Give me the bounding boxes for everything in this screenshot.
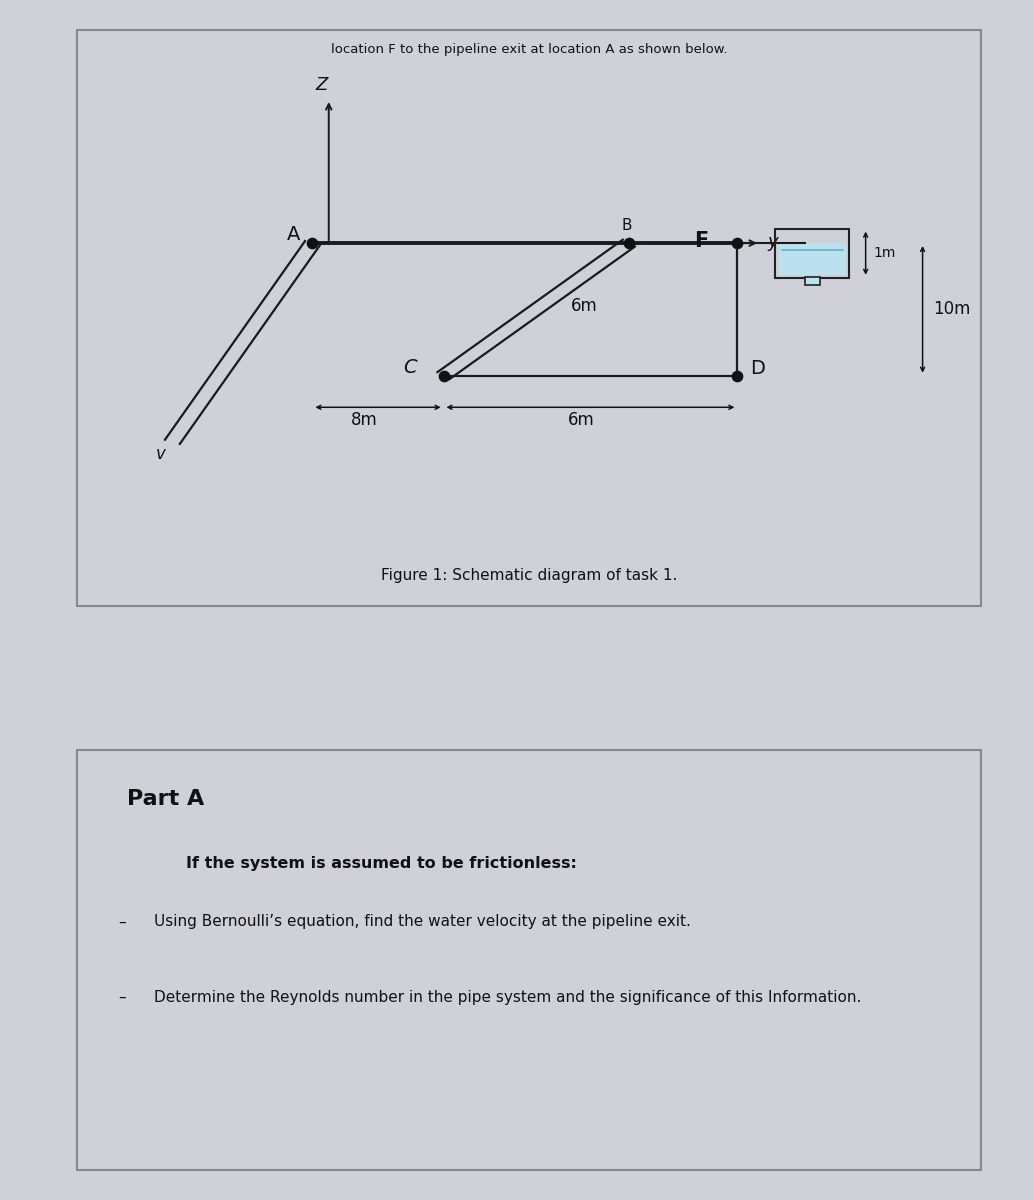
- Text: B: B: [622, 218, 632, 234]
- Point: [304, 234, 320, 253]
- Text: –: –: [118, 990, 126, 1006]
- Text: Determine the Reynolds number in the pipe system and the significance of this In: Determine the Reynolds number in the pip…: [154, 990, 862, 1006]
- Text: 6m: 6m: [570, 298, 597, 316]
- Text: y: y: [768, 233, 778, 251]
- Text: location F to the pipeline exit at location A as shown below.: location F to the pipeline exit at locat…: [332, 43, 727, 56]
- Text: –: –: [118, 914, 126, 929]
- Point: [621, 234, 637, 253]
- Text: Part A: Part A: [127, 788, 205, 809]
- Bar: [805, 276, 819, 284]
- Text: D: D: [750, 360, 764, 378]
- Text: 10m: 10m: [934, 300, 971, 318]
- Text: 8m: 8m: [351, 410, 378, 428]
- Text: C: C: [403, 358, 416, 377]
- Text: 6m: 6m: [568, 410, 595, 428]
- Text: Using Bernoulli’s equation, find the water velocity at the pipeline exit.: Using Bernoulli’s equation, find the wat…: [154, 914, 691, 929]
- Point: [435, 366, 451, 385]
- Text: If the system is assumed to be frictionless:: If the system is assumed to be frictionl…: [186, 856, 576, 871]
- Text: v: v: [156, 445, 166, 463]
- Point: [729, 366, 746, 385]
- Text: A: A: [287, 226, 301, 245]
- Point: [729, 234, 746, 253]
- Text: Figure 1: Schematic diagram of task 1.: Figure 1: Schematic diagram of task 1.: [381, 568, 678, 583]
- Text: Z: Z: [315, 77, 327, 95]
- Text: 1m: 1m: [874, 246, 897, 260]
- Bar: [779, 244, 846, 275]
- Text: F: F: [694, 230, 709, 251]
- Bar: [775, 229, 849, 277]
